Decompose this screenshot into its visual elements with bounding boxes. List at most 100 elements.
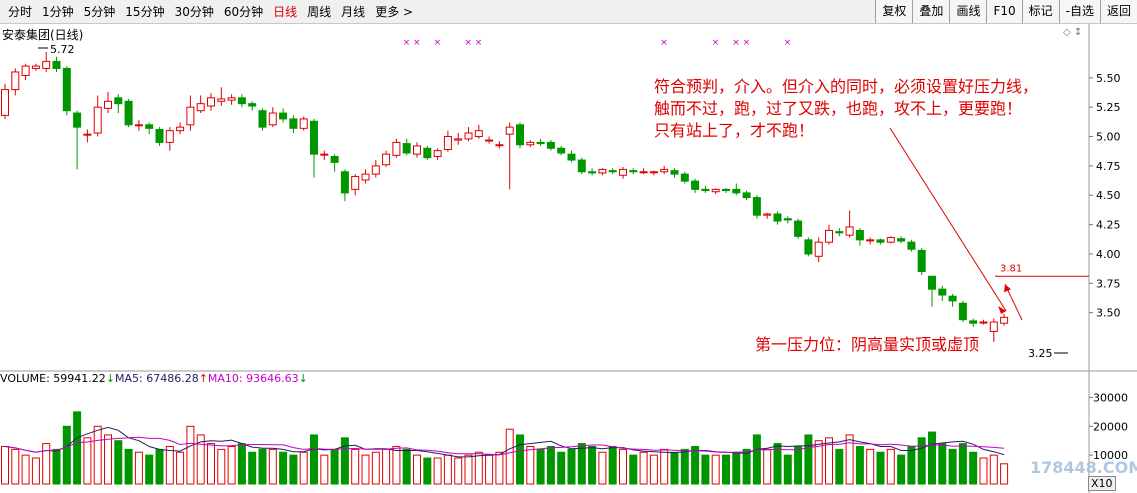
candle-body (516, 124, 524, 146)
candle-body (711, 188, 720, 193)
candle-body (104, 100, 112, 109)
candle-body (279, 112, 288, 120)
volume-bar (413, 454, 421, 485)
volume-bar (835, 448, 844, 485)
candle-body (876, 239, 885, 243)
volume-bar (546, 445, 555, 485)
volume-bar (62, 425, 71, 485)
candle-body (114, 97, 123, 105)
signal-marker-icon: × (413, 38, 421, 48)
period-tab[interactable]: 5分钟 (83, 4, 116, 19)
toolbar-button[interactable]: 叠加 (912, 0, 950, 23)
volume-bar (907, 445, 916, 485)
stock-title: 安泰集团(日线) (2, 28, 84, 42)
volume-bar (268, 448, 277, 485)
volume-bar (371, 451, 380, 485)
candle-body (351, 175, 360, 190)
candle-body (474, 130, 483, 138)
candle-body (814, 241, 823, 257)
period-tab[interactable]: 1分钟 (42, 4, 74, 19)
period-tab[interactable]: 30分钟 (174, 4, 214, 19)
ma5-line (4, 426, 1005, 458)
candle-body (227, 97, 236, 101)
candle-body (258, 110, 267, 128)
stock-chart: 5.50 5.25 5.00 4.75 4.50 4.25 4.00 3.75 3.50 3000… (0, 24, 1137, 493)
toolbar-button[interactable]: 画线 (949, 0, 987, 23)
volume-bar (351, 448, 360, 485)
candle-body (207, 97, 215, 107)
volume-bar (11, 448, 20, 485)
candle-body (268, 112, 277, 126)
toolbar-button[interactable]: 返回 (1099, 0, 1137, 23)
volume-bar (495, 451, 504, 485)
volume-down-arrow-icon: ↓ (105, 372, 115, 385)
signal-marker-icon: × (660, 38, 668, 48)
volume-tick-label: 30000 (1093, 391, 1128, 404)
candle-body (752, 197, 761, 216)
candle-body (1, 89, 9, 116)
toolbar-button[interactable]: -自选 (1058, 0, 1100, 23)
volume-bar (711, 454, 720, 485)
candle-body (310, 120, 318, 155)
candle-body (62, 67, 71, 112)
toolbar-button[interactable]: 标记 (1021, 0, 1059, 23)
period-tab[interactable]: 日线 (273, 4, 298, 19)
toolbar-button[interactable]: F10 (986, 0, 1022, 23)
volume-bar (794, 445, 803, 485)
volume-bar (340, 437, 349, 485)
volume-bar (629, 454, 638, 485)
candle-body (608, 170, 617, 173)
volume-bar (474, 451, 483, 485)
annotation-line: 触而不过，跑，过了又跌，也跑，攻不上，更要跑！ (654, 99, 1023, 118)
candle-body (886, 237, 895, 243)
candle-body (670, 170, 679, 175)
volume-bar (866, 448, 875, 485)
candle-body (732, 188, 741, 194)
period-tab[interactable]: 月线 (341, 4, 366, 19)
candle-body (248, 103, 257, 107)
volume-bar (1, 445, 9, 485)
ma10-down-arrow-icon: ↓ (298, 372, 308, 385)
candle-body (577, 159, 586, 173)
candle-body (361, 173, 370, 181)
volume-bar (660, 448, 669, 485)
volume-bar (670, 451, 679, 485)
candle-body (217, 98, 226, 102)
volume-bar (83, 437, 92, 485)
period-tab[interactable]: 周线 (307, 4, 332, 19)
chart-control-icons[interactable]: ◇ ↕ (1063, 27, 1083, 38)
volume-bar (258, 448, 267, 485)
period-tab[interactable]: 15分钟 (125, 4, 165, 19)
volume-bar (577, 443, 586, 485)
candle-body (928, 275, 936, 290)
candle-body (825, 229, 833, 243)
candle-body (567, 153, 576, 161)
annotation-line: 只有站上了，才不跑！ (654, 121, 815, 140)
volume-bar (186, 425, 195, 485)
candle-body (83, 133, 92, 136)
volume-bar (382, 448, 391, 485)
candle-body (176, 126, 185, 132)
period-tab[interactable]: 分时 (8, 4, 33, 19)
candle-body (763, 213, 772, 216)
period-tab[interactable]: 更多 > (375, 4, 414, 19)
volume-bar (165, 445, 174, 485)
candle-body (433, 150, 442, 157)
period-tab[interactable]: 60分钟 (223, 4, 264, 19)
volume-bar (928, 431, 936, 485)
candle-body (897, 238, 906, 242)
candle-body (660, 168, 669, 173)
volume-bar (814, 440, 823, 485)
volume-bar (897, 454, 906, 485)
volume-bar (804, 434, 813, 485)
candle-body (969, 320, 978, 324)
candle-body (783, 218, 792, 221)
volume-bar (207, 443, 215, 485)
price-tick-label: 3.75 (1096, 277, 1121, 290)
zoom-button[interactable]: X10 (1088, 476, 1116, 491)
volume-bar (979, 457, 988, 485)
volume-tick-label: 20000 (1093, 420, 1128, 433)
volume-bar (289, 454, 298, 485)
toolbar-button[interactable]: 复权 (875, 0, 913, 23)
volume-bar (454, 457, 463, 485)
